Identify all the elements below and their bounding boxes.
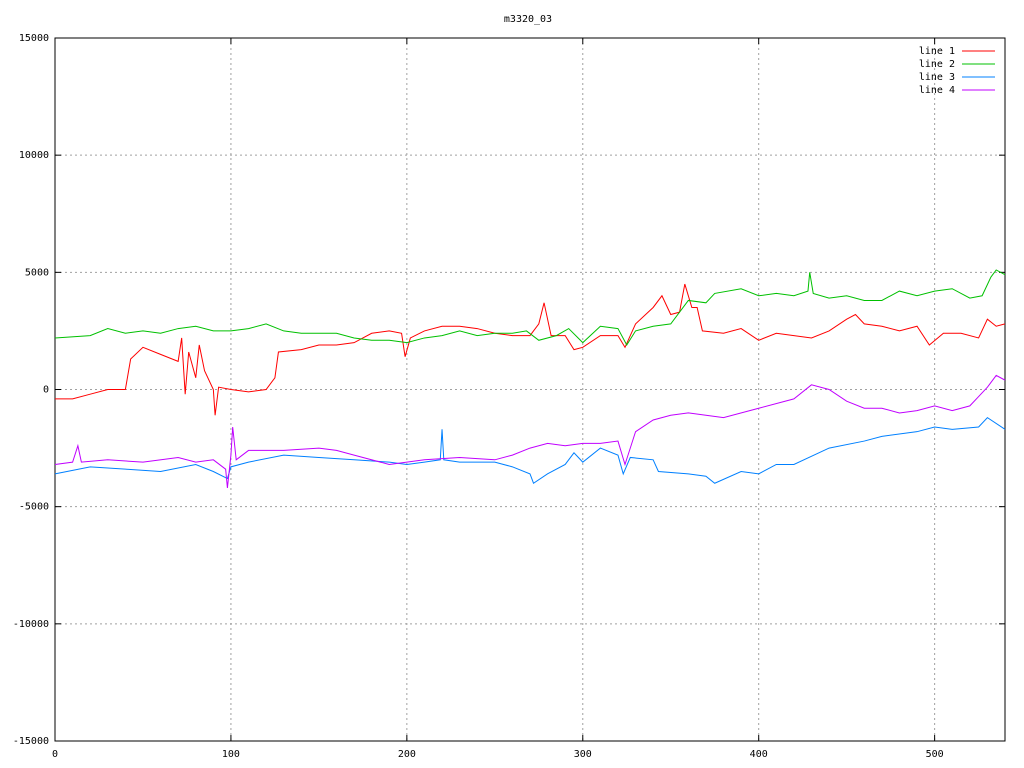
x-tick-label: 300 — [574, 749, 592, 760]
legend-label: line 1 — [919, 46, 955, 57]
chart-title: m3320_03 — [504, 14, 552, 25]
x-tick-label: 100 — [222, 749, 240, 760]
y-tick-label: 10000 — [19, 150, 49, 161]
plot-border — [54, 37, 1006, 742]
x-tick-label: 200 — [398, 749, 416, 760]
y-tick-label: -5000 — [19, 502, 49, 513]
x-tick-label: 400 — [750, 749, 768, 760]
y-tick-label: -10000 — [13, 619, 49, 630]
y-tick-label: 5000 — [25, 267, 49, 278]
data-line — [54, 416, 1006, 484]
y-tick-label: -15000 — [13, 736, 49, 747]
data-line — [54, 269, 1006, 346]
legend-label: line 4 — [919, 85, 955, 96]
data-line — [54, 374, 1006, 488]
data-line — [55, 283, 1006, 416]
x-tick-label: 500 — [926, 749, 944, 760]
y-tick-label: 15000 — [19, 33, 49, 44]
y-tick-label: 0 — [43, 385, 49, 396]
x-tick-label: 0 — [52, 749, 58, 760]
legend-label: line 3 — [919, 72, 955, 83]
legend-label: line 2 — [919, 59, 955, 70]
